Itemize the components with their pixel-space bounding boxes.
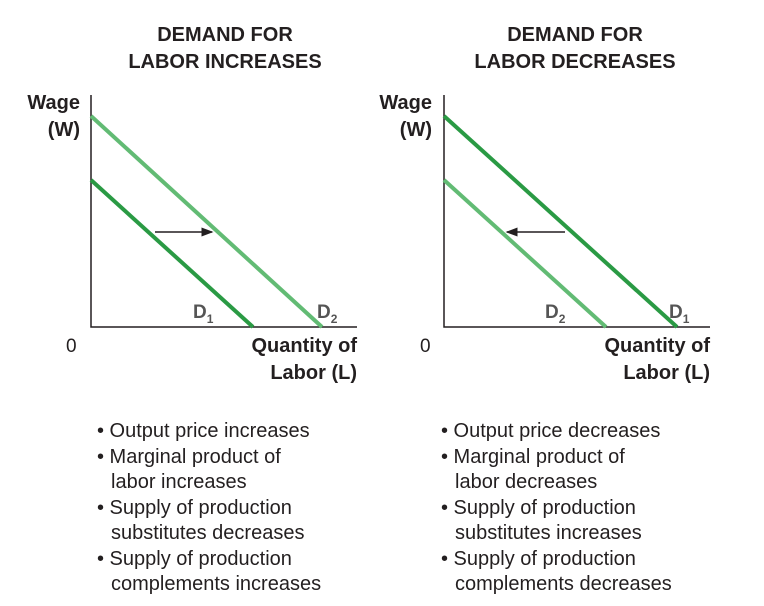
left-y-label: Wage (W) [27, 92, 80, 141]
bullet: complements decreases [455, 573, 672, 595]
right-d2-curve [442, 178, 608, 329]
bullet: • Supply of production [441, 547, 636, 570]
bullet: • Marginal product of [441, 445, 625, 468]
bullet: labor decreases [455, 471, 598, 493]
bullet: complements increases [111, 573, 322, 595]
right-title: DEMAND FOR LABOR DECREASES [474, 24, 676, 73]
bullet: • Supply of production [97, 547, 292, 570]
right-axes [443, 95, 710, 328]
right-d1-curve [442, 114, 679, 329]
left-x-label: Quantity of Labor (L) [251, 335, 357, 384]
left-d1-label: D1 [193, 302, 214, 326]
bullet: • Marginal product of [97, 445, 281, 468]
left-title: DEMAND FOR LABOR INCREASES [128, 24, 322, 73]
right-x-label: Quantity of Labor (L) [604, 335, 710, 384]
bullet: • Supply of production [441, 496, 636, 519]
right-bullets: • Output price decreases • Marginal prod… [441, 419, 672, 598]
bullet: • Supply of production [97, 496, 292, 519]
bullet: substitutes increases [455, 522, 642, 544]
bullet: labor increases [111, 471, 247, 493]
left-axes [90, 95, 357, 328]
right-d2-label: D2 [545, 302, 566, 326]
bullet: • Output price decreases [441, 420, 661, 442]
left-d2-label: D2 [317, 302, 338, 326]
bullet: • Output price increases [97, 420, 310, 442]
left-bullets: • Output price increases • Marginal prod… [97, 419, 321, 598]
right-origin: 0 [420, 336, 431, 357]
left-d2-curve [89, 114, 324, 329]
right-y-label: Wage (W) [379, 92, 432, 141]
left-d1-curve [89, 178, 255, 329]
left-origin: 0 [66, 336, 77, 357]
right-d1-label: D1 [669, 302, 690, 326]
bullet: substitutes decreases [111, 522, 305, 544]
